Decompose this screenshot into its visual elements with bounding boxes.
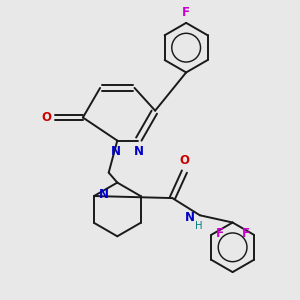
Text: F: F: [182, 6, 190, 19]
Text: F: F: [216, 227, 224, 240]
Text: F: F: [242, 227, 250, 240]
Text: N: N: [184, 211, 194, 224]
Text: N: N: [99, 188, 109, 201]
Text: O: O: [179, 154, 189, 167]
Text: O: O: [41, 111, 51, 124]
Text: N: N: [111, 146, 121, 158]
Text: H: H: [195, 221, 202, 232]
Text: N: N: [134, 146, 144, 158]
